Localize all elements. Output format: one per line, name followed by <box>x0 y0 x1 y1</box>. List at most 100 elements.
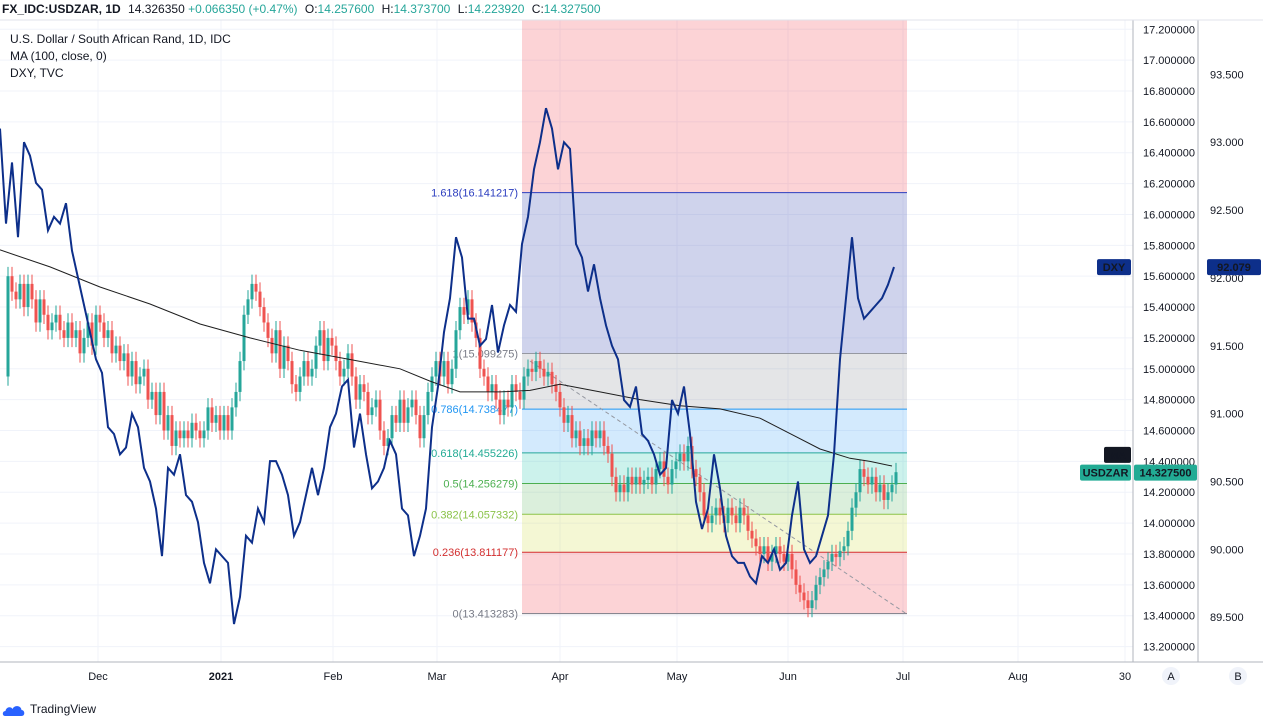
candle-body <box>774 546 778 554</box>
candle-body <box>478 337 482 369</box>
fib-level-label: 0.618(14.455226) <box>431 448 518 460</box>
footer: TradingView <box>0 698 96 721</box>
candle-body <box>574 430 578 439</box>
dxy-tick: 93.500 <box>1210 69 1244 81</box>
candle-body <box>686 445 690 462</box>
legend-title[interactable]: U.S. Dollar / South African Rand, 1D, ID… <box>10 32 231 46</box>
dxy-tick: 89.500 <box>1210 612 1244 624</box>
candle-body <box>26 283 30 308</box>
dxy-tick: 90.000 <box>1210 544 1244 556</box>
open-value: 14.257600 <box>317 2 375 16</box>
candle-body <box>194 422 198 431</box>
candle-body <box>810 600 814 608</box>
candle-body <box>614 476 618 493</box>
candle-body <box>506 399 510 408</box>
candle-body <box>666 476 670 485</box>
candle-body <box>618 484 622 493</box>
dxy-tick: 92.000 <box>1210 273 1244 285</box>
candle-body <box>786 553 790 562</box>
chart-legend: U.S. Dollar / South African Rand, 1D, ID… <box>10 31 231 82</box>
candle-body <box>258 291 262 308</box>
candle-body <box>878 484 882 493</box>
usdzar-tag-bg <box>1080 464 1131 481</box>
candle-body <box>842 546 846 551</box>
candle-body <box>306 361 310 377</box>
candle-body <box>846 530 850 547</box>
candle-body <box>826 561 830 570</box>
candle-body <box>514 384 518 392</box>
candle-body <box>354 376 358 400</box>
candle-body <box>298 376 302 392</box>
symbol-label[interactable]: FX_IDC:USDZAR, 1D <box>2 2 121 16</box>
candle-body <box>754 538 758 547</box>
time-tick: May <box>667 671 688 683</box>
price-tick: 13.600000 <box>1143 580 1195 592</box>
candle-body <box>42 299 46 315</box>
candle-body <box>610 453 614 477</box>
fib-band <box>522 552 907 614</box>
candle-body <box>466 299 470 315</box>
time-tick: Dec <box>88 671 108 683</box>
candle-body <box>482 368 486 377</box>
price-tick: 16.800000 <box>1143 86 1195 98</box>
candle-body <box>778 546 782 554</box>
candle-body <box>198 430 202 439</box>
price-tick: 16.600000 <box>1143 117 1195 129</box>
legend-compare[interactable]: DXY, TVC <box>10 66 64 80</box>
candle-body <box>398 399 402 423</box>
fib-level-label: 1.618(16.141217) <box>431 188 518 200</box>
candle-body <box>498 399 502 416</box>
dxy-tick: 90.500 <box>1210 476 1244 488</box>
candle-body <box>762 546 766 554</box>
price-tick: 14.000000 <box>1143 518 1195 530</box>
price-tick: 14.200000 <box>1143 487 1195 499</box>
candle-body <box>238 361 242 392</box>
ma-100-line <box>0 249 893 467</box>
candle-body <box>526 368 530 377</box>
candle-body <box>62 330 66 338</box>
candle-body <box>674 461 678 470</box>
candle-body <box>214 415 218 423</box>
candle-body <box>30 283 34 300</box>
candle-body <box>274 330 278 354</box>
candle-body <box>82 337 86 354</box>
high-label: H: <box>381 2 394 16</box>
price-tick: 15.000000 <box>1143 364 1195 376</box>
time-tick: Mar <box>428 671 447 683</box>
candle-body <box>50 322 54 331</box>
candle-body <box>370 407 374 416</box>
candle-body <box>402 399 406 423</box>
candle-body <box>138 376 142 385</box>
dxy-tick: 91.000 <box>1210 409 1244 421</box>
candle-body <box>642 479 646 485</box>
price-tick: 17.000000 <box>1143 55 1195 67</box>
candle-body <box>154 391 158 416</box>
tradingview-logo[interactable]: TradingView <box>2 698 96 721</box>
axis-mode-circle <box>1229 667 1247 685</box>
candle-body <box>150 391 154 400</box>
candle-body <box>382 430 386 446</box>
candle-body <box>806 600 810 608</box>
candle-body <box>862 469 866 477</box>
candle-body <box>110 330 114 354</box>
candle-body <box>446 361 450 385</box>
candle-body <box>290 361 294 385</box>
dxy-tick: 93.000 <box>1210 137 1244 149</box>
candle-body <box>70 322 74 338</box>
price-tick: 13.400000 <box>1143 611 1195 623</box>
time-tick: Apr <box>551 671 568 683</box>
axis-mode-button[interactable]: A <box>1162 667 1180 685</box>
dxy-tick: 92.500 <box>1210 205 1244 217</box>
candle-body <box>278 330 282 369</box>
axis-mode-label: B <box>1234 671 1241 683</box>
axis-mode-button[interactable]: B <box>1229 667 1247 685</box>
legend-ma[interactable]: MA (100, close, 0) <box>10 49 107 63</box>
ohlc-header: FX_IDC:USDZAR, 1D 14.326350 +0.066350 (+… <box>0 0 1263 18</box>
axis-mode-circle <box>1162 667 1180 685</box>
candle-body <box>146 368 150 400</box>
candle-body <box>462 307 466 315</box>
candle-body <box>850 507 854 531</box>
trend-line-dashed <box>529 360 908 615</box>
candle-body <box>650 476 654 485</box>
